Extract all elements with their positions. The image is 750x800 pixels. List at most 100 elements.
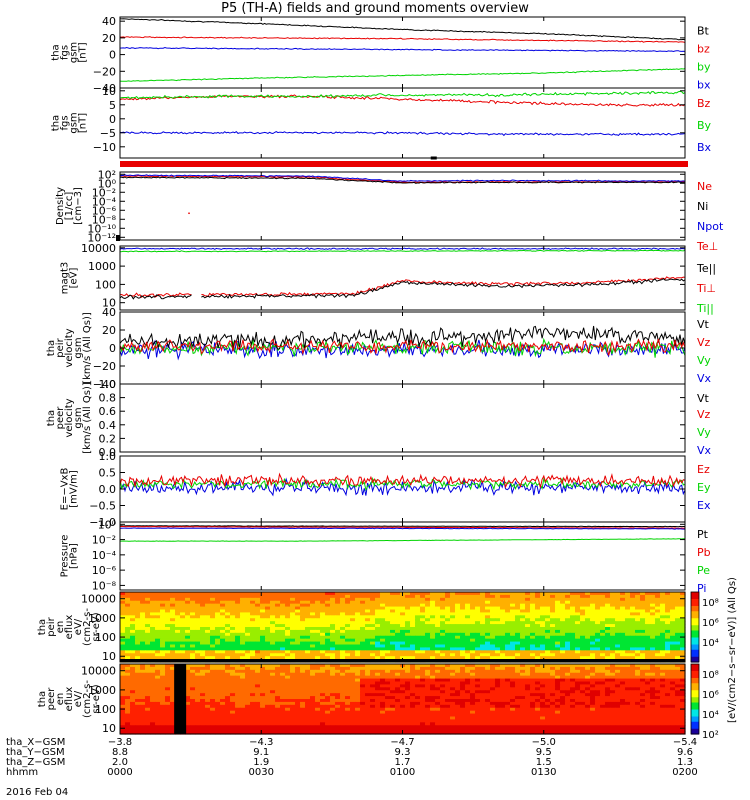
heatmap-cell	[355, 612, 361, 616]
heatmap-cell	[625, 653, 631, 657]
heatmap-cell	[640, 615, 646, 619]
heatmap-cell	[170, 609, 176, 614]
heatmap-cell	[665, 606, 671, 611]
heatmap-cell	[260, 592, 266, 596]
series-Ti-line	[120, 278, 685, 300]
heatmap-cell	[350, 629, 356, 634]
heatmap-cell	[525, 701, 531, 706]
heatmap-cell	[545, 672, 551, 677]
heatmap-cell	[390, 603, 396, 608]
heatmap-cell	[240, 632, 246, 637]
heatmap-cell	[390, 632, 396, 637]
heatmap-cell	[160, 594, 166, 599]
heatmap-cell	[525, 672, 531, 677]
heatmap-cell	[155, 690, 161, 694]
y-axis-label: [nT]	[78, 42, 89, 62]
heatmap-cell	[450, 594, 456, 599]
heatmap-cell	[125, 594, 131, 599]
heatmap-cell	[515, 615, 521, 619]
heatmap-cell	[475, 600, 481, 605]
heatmap-cell	[175, 609, 181, 614]
heatmap-cell	[615, 592, 621, 596]
heatmap-cell	[285, 597, 291, 602]
heatmap-cell	[465, 629, 471, 634]
heatmap-cell	[380, 600, 386, 605]
heatmap-cell	[305, 672, 311, 677]
heatmap-cell	[445, 701, 451, 706]
heatmap-cell	[595, 641, 601, 646]
heatmap-cell	[340, 684, 346, 688]
heatmap-cell	[185, 597, 191, 602]
heatmap-cell	[355, 650, 361, 654]
heatmap-cell	[555, 675, 561, 680]
heatmap-cell	[600, 687, 606, 691]
heatmap-cell	[300, 618, 306, 622]
heatmap-cell	[150, 647, 156, 651]
heatmap-cell	[560, 704, 566, 709]
heatmap-cell	[650, 600, 656, 605]
heatmap-cell	[380, 693, 386, 697]
heatmap-cell	[345, 653, 351, 657]
heatmap-cell	[195, 656, 201, 660]
heatmap-cell	[290, 638, 296, 643]
heatmap-cell	[650, 638, 656, 643]
panel-10: 10⁸10⁶10⁴10²10000100010010thapeereneflux…	[37, 663, 719, 741]
heatmap-cell	[245, 707, 251, 712]
heatmap-cell	[190, 627, 196, 631]
heatmap-cell	[640, 681, 646, 686]
heatmap-cell	[605, 704, 611, 709]
heatmap-cell	[355, 687, 361, 691]
heatmap-cell	[680, 664, 686, 668]
heatmap-cell	[435, 641, 441, 646]
heatmap-cell	[330, 621, 336, 625]
heatmap-cell	[330, 693, 336, 697]
heatmap-cell	[175, 629, 181, 634]
heatmap-cell	[170, 638, 176, 643]
heatmap-cell	[200, 635, 206, 640]
heatmap-cell	[375, 635, 381, 640]
heatmap-cell	[675, 696, 681, 700]
heatmap-cell	[310, 647, 316, 651]
heatmap-cell	[605, 632, 611, 637]
heatmap-cell	[540, 594, 546, 599]
heatmap-cell	[400, 696, 406, 700]
heatmap-cell	[230, 653, 236, 657]
heatmap-cell	[200, 641, 206, 646]
heatmap-cell	[515, 672, 521, 677]
heatmap-cell	[510, 638, 516, 643]
heatmap-cell	[660, 612, 666, 616]
heatmap-cell	[620, 644, 626, 649]
heatmap-cell	[340, 615, 346, 619]
heatmap-cell	[515, 656, 521, 660]
heatmap-cell	[580, 678, 586, 683]
heatmap-cell	[350, 638, 356, 643]
heatmap-cell	[200, 624, 206, 628]
heatmap-cell	[270, 635, 276, 640]
heatmap-cell	[370, 656, 376, 660]
heatmap-cell	[630, 653, 636, 657]
heatmap-cell	[165, 704, 171, 709]
heatmap-cell	[340, 606, 346, 611]
heatmap-cell	[150, 690, 156, 694]
heatmap-cell	[530, 678, 536, 683]
heatmap-cell	[540, 609, 546, 614]
heatmap-cell	[255, 621, 261, 625]
heatmap-cell	[660, 701, 666, 706]
heatmap-cell	[520, 664, 526, 668]
heatmap-cell	[385, 627, 391, 631]
colorbar-segment	[691, 648, 699, 651]
heatmap-cell	[465, 669, 471, 674]
heatmap-cell	[435, 627, 441, 631]
heatmap-cell	[150, 603, 156, 608]
heatmap-cell	[255, 684, 261, 688]
heatmap-cell	[270, 707, 276, 712]
heatmap-cell	[430, 693, 436, 697]
heatmap-cell	[350, 644, 356, 649]
heatmap-cell	[265, 687, 271, 691]
heatmap-cell	[650, 707, 656, 712]
heatmap-cell	[120, 666, 126, 671]
heatmap-cell	[160, 629, 166, 634]
heatmap-cell	[215, 650, 221, 654]
heatmap-cell	[320, 629, 326, 634]
heatmap-cell	[220, 638, 226, 643]
